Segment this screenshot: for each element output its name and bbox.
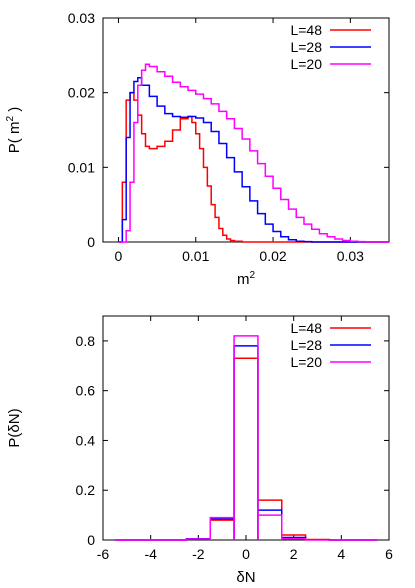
bottom-chart-x-tick-label: -2 [192,546,205,562]
bottom-chart-series-l20 [114,335,378,541]
top-chart-ticks: 0 0.01 0.02 0.03 0 0.01 0.02 0.03 [68,10,389,264]
bottom-chart-x-tick-label: 6 [385,546,393,562]
top-chart-legend-label: L=28 [290,39,322,55]
top-chart-y-axis-label: P( m2 ) [5,107,23,153]
top-chart-y-tick-label: 0.01 [68,159,95,175]
top-chart-legend-label: L=20 [290,56,322,72]
top-chart-series-l20 [118,63,389,243]
top-chart-x-tick-label: 0 [115,248,123,264]
bottom-chart-ticks: -6 -4 -2 0 2 4 6 0 0.2 0.4 0.6 0.8 [76,316,393,562]
bottom-chart-y-tick-label: 0.8 [76,333,96,349]
bottom-chart-x-tick-label: 4 [337,546,345,562]
bottom-chart-series-l28 [114,345,378,541]
bottom-chart-y-tick-label: 0.2 [76,482,96,498]
bottom-chart-series [114,335,378,541]
top-chart-legend: L=48L=28L=20 [290,22,371,72]
bottom-chart-x-tick-label: -4 [144,546,157,562]
top-chart-x-tick-label: 0.02 [259,248,286,264]
bottom-chart-y-tick-label: 0.6 [76,383,96,399]
top-chart-series [118,63,389,243]
top-chart-y-tick-label: 0 [87,234,95,250]
bottom-chart-y-tick-label: 0.4 [76,432,96,448]
bottom-chart-y-tick-label: 0 [87,532,95,548]
bottom-chart-x-axis-label: δN [236,569,255,586]
bottom-chart-panel: -6 -4 -2 0 2 4 600.20.40.60.8 L=48L=28L=20 δN … [6,315,393,586]
bottom-chart-legend-label: L=20 [290,354,322,370]
top-chart-legend-label: L=48 [290,22,322,38]
bottom-chart-legend: L=48L=28L=20 [290,320,371,370]
bottom-chart-x-tick-label: 2 [290,546,298,562]
bottom-chart-x-tick-label: 0 [242,546,250,562]
bottom-chart-legend-label: L=28 [290,337,322,353]
top-chart-x-tick-label: 0.01 [182,248,209,264]
bottom-chart-plot-frame [102,315,390,541]
top-chart-x-tick-label: 0.03 [337,248,364,264]
bottom-chart-series-l48 [114,357,378,541]
bottom-chart-y-axis-label: P(δN) [6,408,23,447]
bottom-chart-legend-label: L=48 [290,320,322,336]
top-chart-plot-frame [102,17,390,243]
top-chart-y-tick-label: 0.02 [68,85,95,101]
top-chart-series-l28 [118,76,389,243]
top-chart-series-l48 [118,91,389,243]
bottom-chart-x-tick-label: -6 [97,546,110,562]
top-chart-x-axis-label: m2 [237,270,256,288]
top-chart-y-tick-label: 0.03 [68,10,95,26]
